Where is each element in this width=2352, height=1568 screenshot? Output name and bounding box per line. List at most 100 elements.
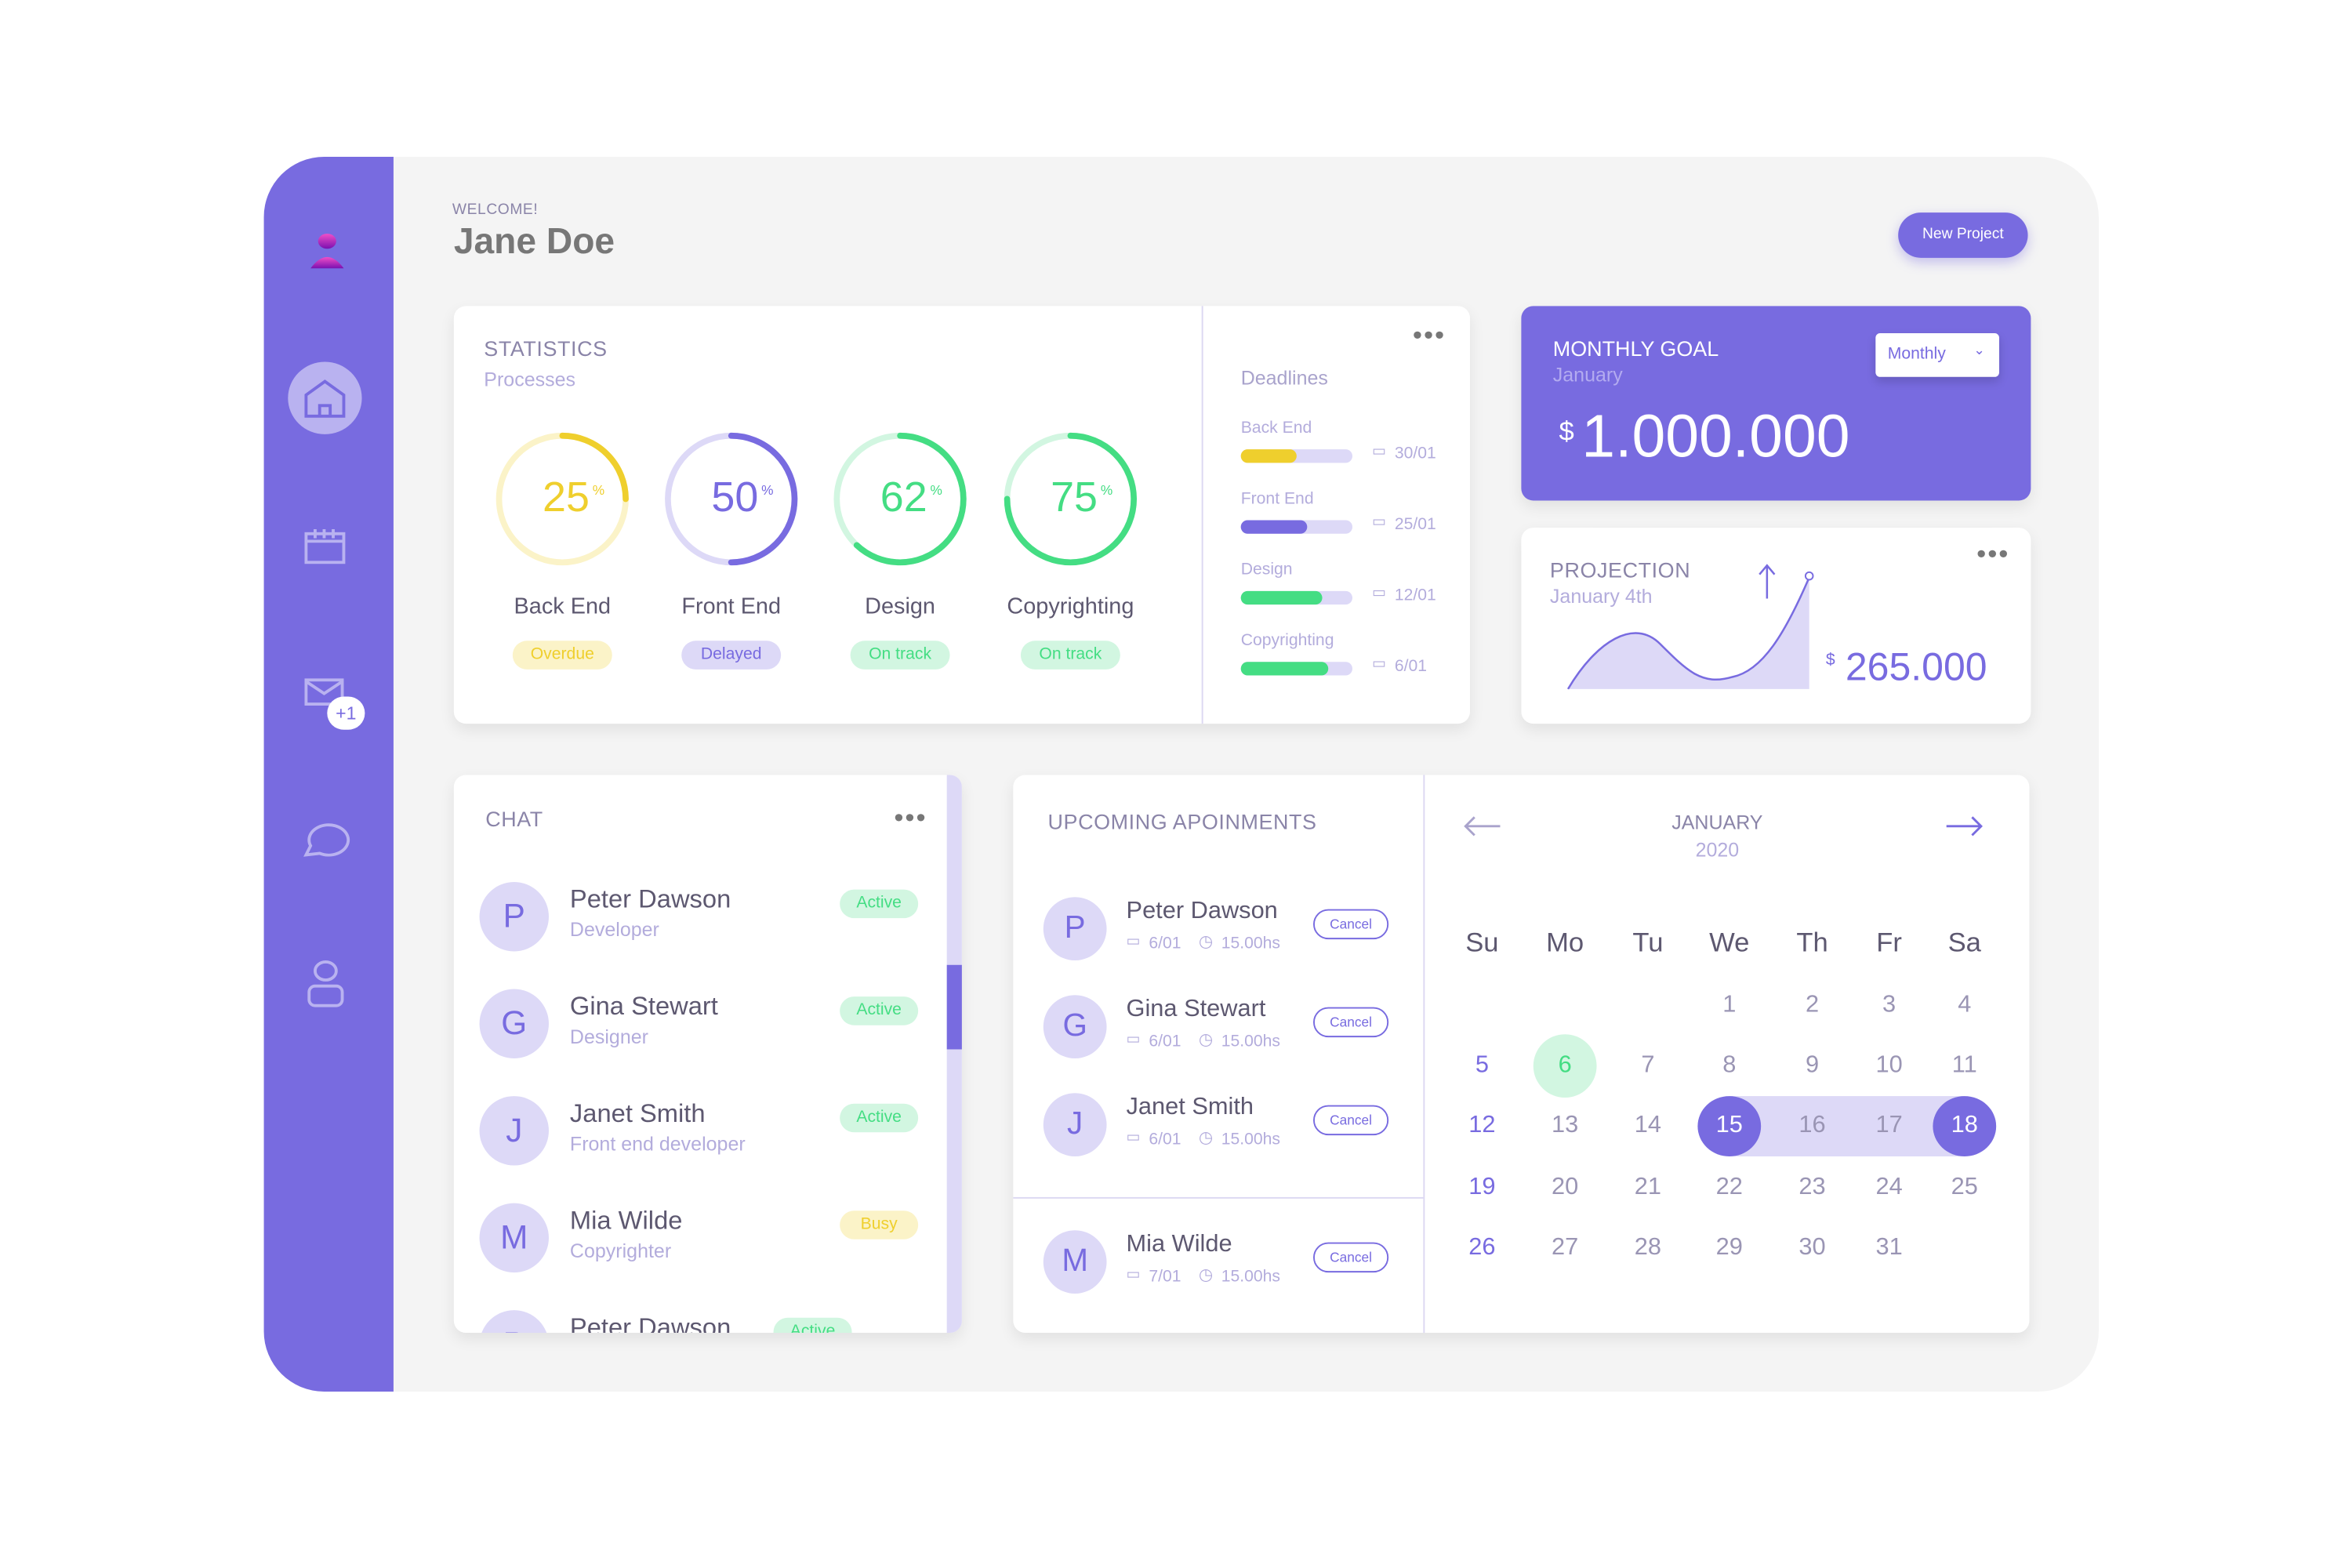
scrollbar-thumb[interactable] xyxy=(946,964,962,1050)
progress-ring xyxy=(833,432,967,566)
projection-amount: 265.000 xyxy=(1845,644,1987,689)
cancel-button[interactable]: Cancel xyxy=(1313,909,1389,940)
calendar-icon: ▭ xyxy=(1372,585,1387,602)
process-label: Front End xyxy=(681,593,782,620)
calendar-day[interactable]: 16 xyxy=(1798,1112,1826,1138)
process-label: Copyrighting xyxy=(1007,593,1134,620)
appointment-time: 15.00hs xyxy=(1221,1268,1280,1287)
prev-month-arrow-icon[interactable] xyxy=(1462,815,1501,837)
calendar-day[interactable]: 22 xyxy=(1715,1174,1743,1200)
calendar-month: JANUARY xyxy=(1671,811,1763,834)
appointment-date: 6/01 xyxy=(1149,1033,1181,1051)
projection-card: PROJECTION January 4th ••• $ 265.000 xyxy=(1521,528,2031,724)
calendar-day[interactable]: 26 xyxy=(1468,1235,1496,1261)
calendar-day[interactable]: 28 xyxy=(1634,1235,1662,1261)
contact-role: Copyrighter xyxy=(569,1239,672,1262)
calendar-day[interactable]: 7 xyxy=(1641,1052,1655,1079)
calendar-day[interactable]: 11 xyxy=(1951,1052,1977,1079)
calendar-day[interactable]: 23 xyxy=(1798,1174,1826,1200)
avatar: J xyxy=(1043,1093,1107,1157)
sparkline-area xyxy=(1568,577,1809,689)
deadline-label: Front End xyxy=(1240,490,1314,509)
deadline-date: 6/01 xyxy=(1394,657,1428,676)
new-project-button[interactable]: New Project xyxy=(1898,212,2028,258)
calendar-day[interactable]: 30 xyxy=(1798,1235,1826,1261)
contact-role: Designer xyxy=(569,1025,648,1048)
more-options-icon[interactable]: ••• xyxy=(894,802,927,833)
monthly-goal-subtitle: January xyxy=(1552,363,1623,387)
appointment-name: Janet Smith xyxy=(1126,1094,1254,1120)
calendar-day[interactable]: 5 xyxy=(1475,1052,1489,1079)
avatar: P xyxy=(1043,897,1107,961)
calendar-day[interactable]: 25 xyxy=(1951,1174,1978,1200)
calendar-day[interactable]: 15 xyxy=(1715,1112,1743,1138)
scrollbar-track[interactable] xyxy=(946,775,962,1334)
calendar-day[interactable]: 19 xyxy=(1468,1174,1496,1200)
cancel-button[interactable]: Cancel xyxy=(1313,1242,1389,1273)
mail-icon[interactable] xyxy=(304,677,347,710)
calendar-day[interactable]: 13 xyxy=(1552,1112,1579,1138)
monthly-goal-card: MONTHLY GOAL January $ 1.000.000 Monthly… xyxy=(1521,306,2031,501)
profile-icon[interactable] xyxy=(306,959,345,1010)
chat-bubble-icon[interactable] xyxy=(300,815,351,861)
cancel-button[interactable]: Cancel xyxy=(1313,1105,1389,1136)
calendar-day[interactable]: 20 xyxy=(1552,1174,1579,1200)
calendar-day[interactable]: 14 xyxy=(1634,1112,1662,1138)
calendar-day[interactable]: 9 xyxy=(1805,1052,1820,1079)
sidebar-item-home[interactable] xyxy=(288,361,362,434)
percent-unit: % xyxy=(761,482,774,498)
calendar-day[interactable]: 18 xyxy=(1951,1112,1978,1138)
statistics-title: STATISTICS xyxy=(484,336,608,361)
contact-name: Peter Dawson xyxy=(569,884,731,914)
status-badge: Overdue xyxy=(512,641,612,670)
deadline-label: Copyrighting xyxy=(1240,631,1334,650)
cancel-button[interactable]: Cancel xyxy=(1313,1007,1389,1038)
calendar-day[interactable]: 8 xyxy=(1722,1052,1737,1079)
calendar-icon[interactable] xyxy=(304,526,347,565)
user-icon[interactable] xyxy=(307,230,347,270)
calendar-day[interactable]: 21 xyxy=(1634,1174,1662,1200)
calendar-day[interactable]: 12 xyxy=(1468,1112,1496,1138)
avatar: M xyxy=(479,1203,550,1273)
range-endpoint xyxy=(1933,1096,1997,1157)
calendar-day[interactable]: 31 xyxy=(1875,1235,1903,1261)
clock-icon: ◷ xyxy=(1198,933,1214,952)
more-options-icon[interactable]: ••• xyxy=(1412,319,1446,350)
calendar-day[interactable]: 6 xyxy=(1558,1052,1572,1079)
monthly-goal-amount: 1.000.000 xyxy=(1581,404,1850,471)
next-month-arrow-icon[interactable] xyxy=(1945,815,1984,837)
calendar-icon: ▭ xyxy=(1126,1031,1141,1048)
calendar-icon: ▭ xyxy=(1372,443,1387,460)
projection-title: PROJECTION xyxy=(1549,557,1691,583)
contact-name: Gina Stewart xyxy=(569,992,718,1021)
calendar-day[interactable]: 3 xyxy=(1882,992,1896,1018)
calendar-day[interactable]: 27 xyxy=(1552,1235,1579,1261)
period-dropdown[interactable]: Monthly ⌄ xyxy=(1875,333,2000,377)
avatar: J xyxy=(479,1096,550,1166)
statistics-subtitle: Processes xyxy=(484,368,576,391)
range-endpoint xyxy=(1697,1096,1762,1157)
status-badge: Active xyxy=(840,1103,919,1133)
appointment-date: 6/01 xyxy=(1149,935,1181,953)
monthly-goal-title: MONTHLY GOAL xyxy=(1552,336,1719,361)
appointment-time: 15.00hs xyxy=(1221,935,1280,953)
calendar-day[interactable]: 1 xyxy=(1722,992,1737,1018)
calendar-day[interactable]: 10 xyxy=(1875,1052,1903,1079)
calendar-day[interactable]: 29 xyxy=(1715,1235,1743,1261)
calendar-day[interactable]: 4 xyxy=(1958,992,1972,1018)
deadlines-title: Deadlines xyxy=(1240,366,1328,390)
contact-name: Janet Smith xyxy=(569,1098,706,1128)
status-badge: On track xyxy=(850,641,950,670)
weekday-label: We xyxy=(1709,927,1750,958)
calendar-day[interactable]: 17 xyxy=(1875,1112,1903,1138)
currency-symbol: $ xyxy=(1559,416,1574,447)
appointment-date: 6/01 xyxy=(1149,1131,1181,1149)
ring-progress xyxy=(833,432,967,566)
calendar-day[interactable]: 24 xyxy=(1875,1174,1903,1200)
status-badge: Active xyxy=(773,1317,852,1334)
divider xyxy=(1423,775,1425,1334)
user-name: Jane Doe xyxy=(453,221,615,263)
calendar-day[interactable]: 2 xyxy=(1805,992,1820,1018)
chevron-down-icon: ⌄ xyxy=(1973,342,1985,358)
arrow-up-icon xyxy=(1759,564,1776,599)
